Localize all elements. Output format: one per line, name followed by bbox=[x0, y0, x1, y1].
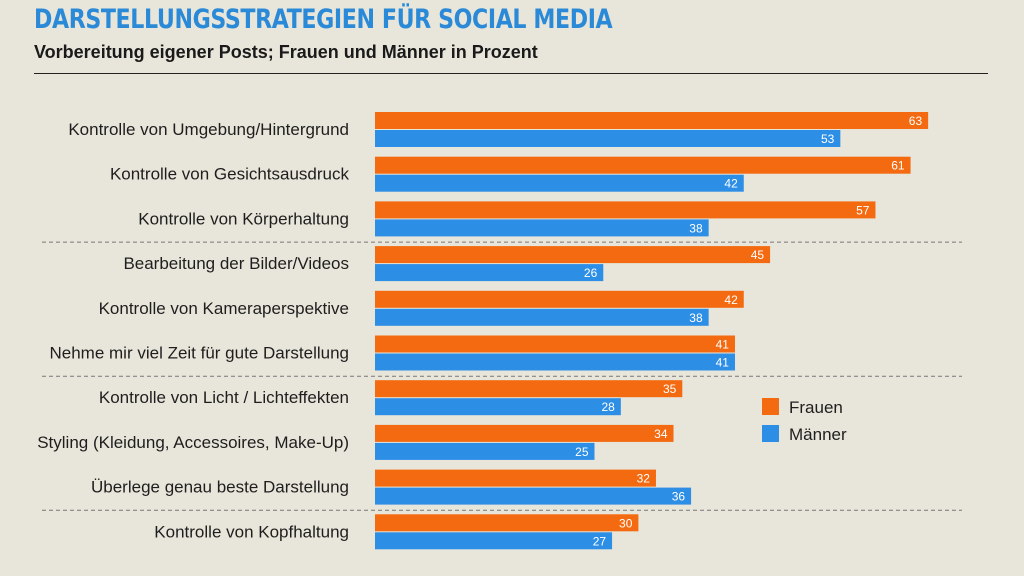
bar-maenner bbox=[375, 174, 744, 192]
bar-frauen bbox=[375, 380, 683, 398]
data-label: 28 bbox=[601, 400, 615, 414]
bar-frauen bbox=[375, 246, 771, 264]
category-label: Styling (Kleidung, Accessoires, Make-Up) bbox=[37, 433, 349, 452]
data-label: 36 bbox=[672, 490, 686, 504]
data-label: 63 bbox=[909, 114, 923, 128]
bar-frauen bbox=[375, 424, 674, 442]
data-label: 38 bbox=[689, 311, 703, 325]
data-label: 30 bbox=[619, 516, 633, 530]
category-label: Nehme mir viel Zeit für gute Darstellung bbox=[49, 344, 349, 363]
bar-frauen bbox=[375, 469, 656, 487]
bar-frauen bbox=[375, 290, 744, 308]
data-label: 53 bbox=[821, 132, 835, 146]
data-label: 32 bbox=[637, 472, 651, 486]
bar-maenner bbox=[375, 532, 613, 550]
data-label: 61 bbox=[891, 159, 905, 173]
bar-maenner bbox=[375, 130, 841, 147]
category-label: Bearbeitung der Bilder/Videos bbox=[123, 254, 349, 273]
bar-maenner bbox=[375, 308, 709, 326]
data-label: 42 bbox=[724, 293, 738, 307]
category-label: Kontrolle von Licht / Lichteffekten bbox=[99, 388, 349, 407]
legend-swatch-maenner bbox=[762, 425, 779, 442]
legend-label-maenner: Männer bbox=[789, 425, 847, 444]
data-label: 34 bbox=[654, 427, 668, 441]
bar-frauen bbox=[375, 335, 735, 353]
category-label: Kontrolle von Gesichtsausdruck bbox=[110, 165, 350, 184]
bar-frauen bbox=[375, 201, 876, 219]
data-label: 42 bbox=[724, 177, 738, 191]
legend-swatch-frauen bbox=[762, 398, 779, 415]
data-label: 45 bbox=[751, 248, 765, 262]
data-label: 41 bbox=[716, 338, 730, 352]
data-label: 57 bbox=[856, 203, 870, 217]
category-label: Kontrolle von Kopfhaltung bbox=[154, 522, 349, 541]
category-label: Kontrolle von Umgebung/Hintergrund bbox=[68, 120, 349, 139]
chart-subtitle: Vorbereitung eigener Posts; Frauen und M… bbox=[34, 42, 538, 62]
bar-frauen bbox=[375, 156, 911, 174]
chart-title: DARSTELLUNGSSTRATEGIEN FÜR SOCIAL MEDIA bbox=[34, 4, 613, 35]
bar-maenner bbox=[375, 219, 709, 237]
category-label: Kontrolle von Körperhaltung bbox=[138, 209, 349, 228]
bar-maenner bbox=[375, 353, 735, 371]
data-label: 27 bbox=[593, 534, 607, 548]
category-label: Kontrolle von Kameraperspektive bbox=[99, 299, 349, 318]
data-label: 41 bbox=[716, 356, 730, 370]
header-divider bbox=[34, 73, 988, 74]
bar-frauen bbox=[375, 514, 639, 532]
bar-maenner bbox=[375, 398, 621, 416]
data-label: 25 bbox=[575, 445, 589, 459]
bar-maenner bbox=[375, 487, 692, 505]
data-label: 26 bbox=[584, 266, 598, 280]
bar-maenner bbox=[375, 442, 595, 460]
bar-maenner bbox=[375, 264, 604, 282]
category-label: Überlege genau beste Darstellung bbox=[91, 478, 349, 497]
bar-frauen bbox=[375, 112, 929, 129]
data-label: 38 bbox=[689, 221, 703, 235]
data-label: 35 bbox=[663, 382, 677, 396]
legend-label-frauen: Frauen bbox=[789, 398, 843, 417]
